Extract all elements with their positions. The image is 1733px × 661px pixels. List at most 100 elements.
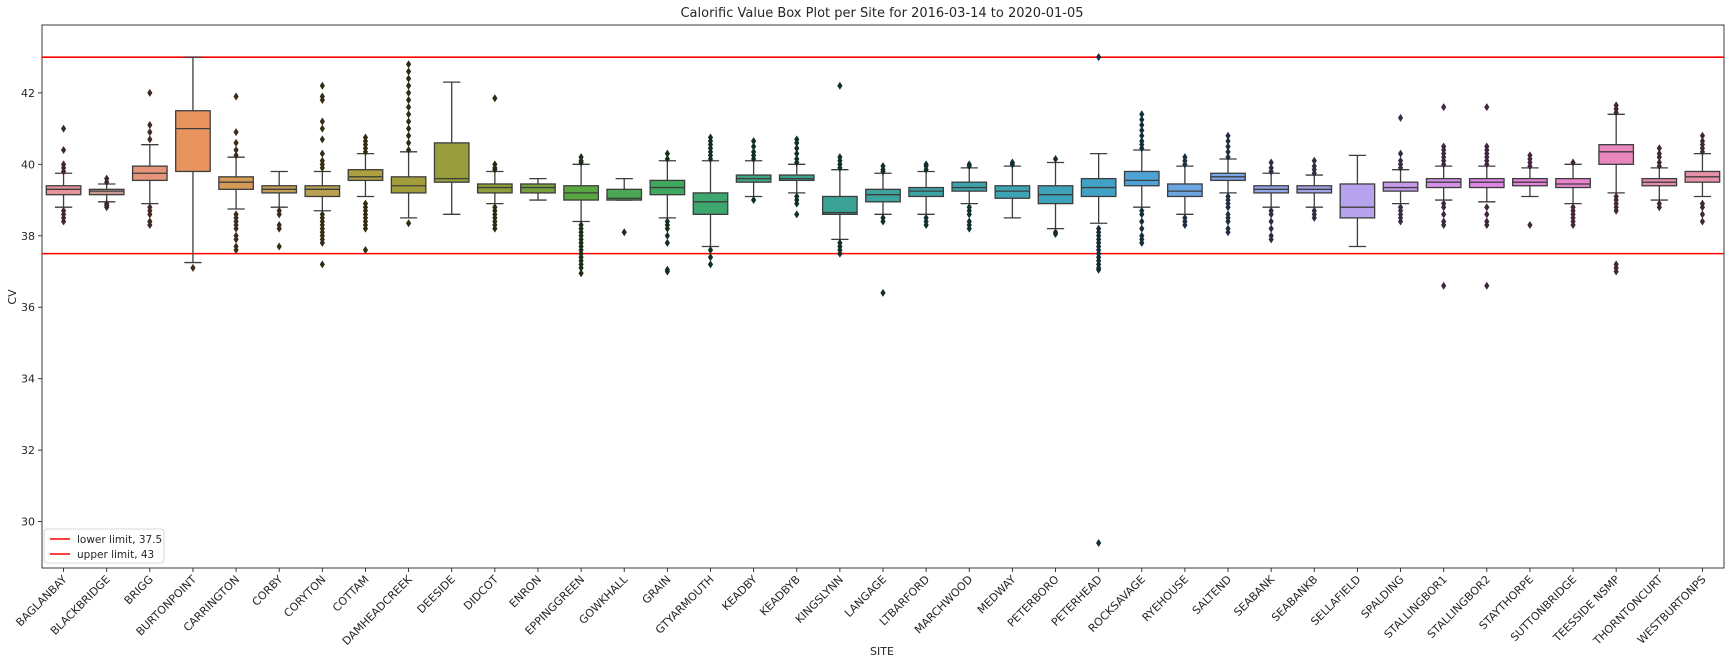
outlier-point: [1225, 142, 1231, 151]
outlier-point: [578, 153, 584, 162]
outlier-point: [1397, 113, 1404, 122]
outlier-point: [1139, 224, 1145, 233]
x-tick-label: COTTAM: [330, 573, 372, 615]
box-iqr: [433, 142, 470, 183]
outlier-point: [405, 131, 412, 140]
outlier-point: [1182, 153, 1188, 162]
box-teesside-nsmp: [1598, 101, 1635, 276]
box-iqr: [1425, 177, 1462, 189]
legend: lower limit, 37.5 upper limit, 43: [43, 528, 165, 564]
outlier-point: [794, 135, 800, 144]
outlier-point: [1139, 231, 1145, 240]
box-iqr: [1166, 183, 1203, 198]
box-iqr: [692, 192, 729, 215]
outlier-point: [1225, 137, 1231, 146]
outlier-point: [1139, 131, 1145, 140]
outlier-point: [1699, 137, 1706, 146]
box-langage: [865, 162, 901, 297]
outlier-point: [1656, 149, 1662, 158]
outlier-point: [880, 288, 886, 297]
outlier-point: [751, 196, 757, 205]
outlier-point: [233, 138, 239, 147]
outlier-point: [1225, 153, 1231, 162]
outlier-point: [621, 228, 627, 237]
outlier-point: [707, 260, 714, 269]
y-tick-label: 36: [21, 301, 35, 314]
outlier-point: [1225, 147, 1231, 156]
y-tick-label: 42: [21, 87, 35, 100]
outlier-point: [362, 246, 369, 255]
outlier-point: [923, 213, 929, 222]
outlier-point: [1527, 151, 1533, 160]
box-iqr: [390, 176, 427, 194]
outlier-point: [276, 242, 282, 251]
outlier-point: [405, 88, 412, 97]
outlier-point: [147, 88, 153, 97]
x-tick-label: RYEHOUSE: [1140, 573, 1191, 624]
outlier-point: [1268, 224, 1274, 233]
box-baglanbay: [45, 124, 82, 226]
x-axis-title: SITE: [870, 645, 894, 658]
x-tick-label: CORYTON: [281, 573, 328, 620]
outlier-point: [1268, 158, 1274, 167]
x-tick-label: MEDWAY: [975, 573, 1019, 617]
y-tick-label: 30: [21, 516, 35, 529]
box-seabank: [1253, 158, 1290, 244]
outlier-point: [664, 238, 670, 247]
y-axis: 30 32 34 36 38 40 42: [21, 87, 42, 529]
outlier-point: [1656, 199, 1662, 208]
outlier-point: [1225, 192, 1231, 201]
outlier-point: [233, 128, 239, 137]
outlier-point: [664, 149, 670, 158]
outlier-point: [147, 128, 153, 137]
outlier-point: [1397, 203, 1404, 212]
box-enron: [520, 177, 556, 201]
outlier-point: [1613, 101, 1619, 110]
outlier-point: [405, 110, 412, 119]
outlier-point: [880, 213, 886, 222]
outlier-point: [60, 146, 67, 155]
box-gowkhall: [606, 177, 643, 237]
outlier-point: [405, 74, 412, 83]
y-tick-label: 34: [21, 373, 35, 386]
box-saltend: [1210, 131, 1246, 237]
outlier-point: [664, 217, 670, 226]
outlier-point: [1096, 224, 1102, 233]
outlier-point: [1441, 142, 1447, 151]
outlier-point: [664, 154, 670, 163]
x-tick-label: BRIGG: [122, 573, 156, 607]
outlier-point: [794, 149, 800, 158]
outlier-point: [1096, 538, 1102, 547]
y-tick-label: 40: [21, 158, 35, 171]
outlier-point: [405, 96, 412, 105]
box-grain: [649, 149, 686, 276]
box-thorntoncurt: [1641, 144, 1678, 212]
box-iqr: [347, 169, 384, 182]
outlier-point: [233, 231, 239, 240]
box-coryton: [304, 81, 341, 269]
box-stallingbor1: [1425, 103, 1462, 290]
outlier-point: [1484, 103, 1490, 112]
box-iqr: [1123, 170, 1160, 187]
x-tick-label: GRAIN: [640, 573, 674, 607]
outlier-point: [751, 142, 757, 151]
box-iqr: [88, 188, 125, 196]
box-iqr: [908, 186, 945, 198]
box-gtyarmouth: [692, 133, 729, 269]
outlier-point: [319, 124, 325, 133]
outlier-point: [1268, 217, 1274, 226]
outlier-point: [319, 81, 325, 90]
box-sellafield: [1339, 154, 1376, 248]
outlier-point: [794, 154, 800, 163]
outlier-point: [1052, 228, 1059, 237]
box-eppinggreen: [563, 153, 600, 278]
x-tick-label: DEESIDE: [415, 573, 458, 616]
outlier-point: [1139, 126, 1145, 135]
outlier-point: [837, 153, 843, 162]
outlier-point: [1441, 199, 1447, 208]
outlier-point: [1139, 217, 1145, 226]
outlier-point: [794, 144, 800, 153]
outlier-point: [1397, 156, 1404, 165]
box-iqr: [1468, 177, 1505, 189]
box-damheadcreek: [390, 60, 427, 228]
